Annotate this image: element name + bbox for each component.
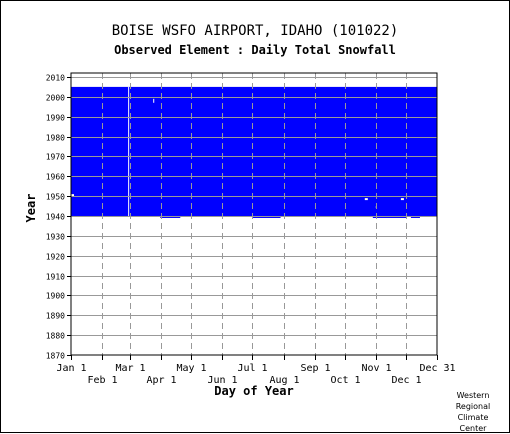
credit-line: Western xyxy=(456,391,490,400)
y-tick-label: 1970 xyxy=(46,153,65,162)
y-tick-label: 1980 xyxy=(46,134,65,143)
credit-line: Climate xyxy=(457,413,489,422)
data-gap xyxy=(71,194,75,197)
chart-title: BOISE WSFO AIRPORT, IDAHO (101022) xyxy=(111,23,399,39)
y-tick-label: 1960 xyxy=(46,173,65,182)
x-tick-label: Dec 31 xyxy=(419,363,455,374)
wrcc-credit: Western Regional Climate Center xyxy=(449,390,497,434)
x-tick-label: Jul 1 xyxy=(237,363,267,374)
y-tick-label: 2010 xyxy=(46,74,65,83)
y-tick-label: 1910 xyxy=(46,273,65,282)
x-axis-label: Day of Year xyxy=(214,384,293,398)
y-axis-label: Year xyxy=(24,194,38,223)
y-tick-label: 1950 xyxy=(46,193,65,202)
x-tick-label: Jun 1 xyxy=(207,375,237,386)
x-tick-label: Aug 1 xyxy=(269,375,299,386)
x-tick-label: Sep 1 xyxy=(300,363,330,374)
y-tick-label: 1870 xyxy=(46,352,65,361)
x-tick-label: Feb 1 xyxy=(87,375,117,386)
y-tick-label: 1890 xyxy=(46,312,65,321)
tick-layer: 2010 2000 1990 1980 1970 1960 1950 1940 1930 1920… xyxy=(46,74,456,387)
x-tick-label: Jan 1 xyxy=(56,363,86,374)
data-gap xyxy=(364,198,368,201)
y-tick-label: 1880 xyxy=(46,332,65,341)
y-tick-label: 1900 xyxy=(46,292,65,301)
x-tick-label: Mar 1 xyxy=(115,363,145,374)
data-gap xyxy=(153,98,155,103)
x-tick-label: Dec 1 xyxy=(391,375,421,386)
y-tick-label: 2000 xyxy=(46,94,65,103)
x-tick-label: Nov 1 xyxy=(361,363,391,374)
x-tick-label: Apr 1 xyxy=(146,375,176,386)
data-layer xyxy=(71,86,437,218)
data-region xyxy=(188,214,371,216)
chart-subtitle: Observed Element : Daily Total Snowfall xyxy=(114,43,396,57)
x-tick-label: May 1 xyxy=(176,363,206,374)
credit-line: Center xyxy=(459,424,487,433)
x-tick-label: Oct 1 xyxy=(330,375,360,386)
plot-border xyxy=(70,72,438,356)
data-gap xyxy=(128,86,130,216)
y-tick-label: 1940 xyxy=(46,213,65,222)
grid-layer xyxy=(71,73,437,355)
data-gap xyxy=(400,198,404,201)
y-tick-label: 1920 xyxy=(46,253,65,262)
y-tick-label: 1930 xyxy=(46,233,65,242)
credit-line: Regional xyxy=(455,402,491,411)
y-tick-label: 1990 xyxy=(46,114,65,123)
